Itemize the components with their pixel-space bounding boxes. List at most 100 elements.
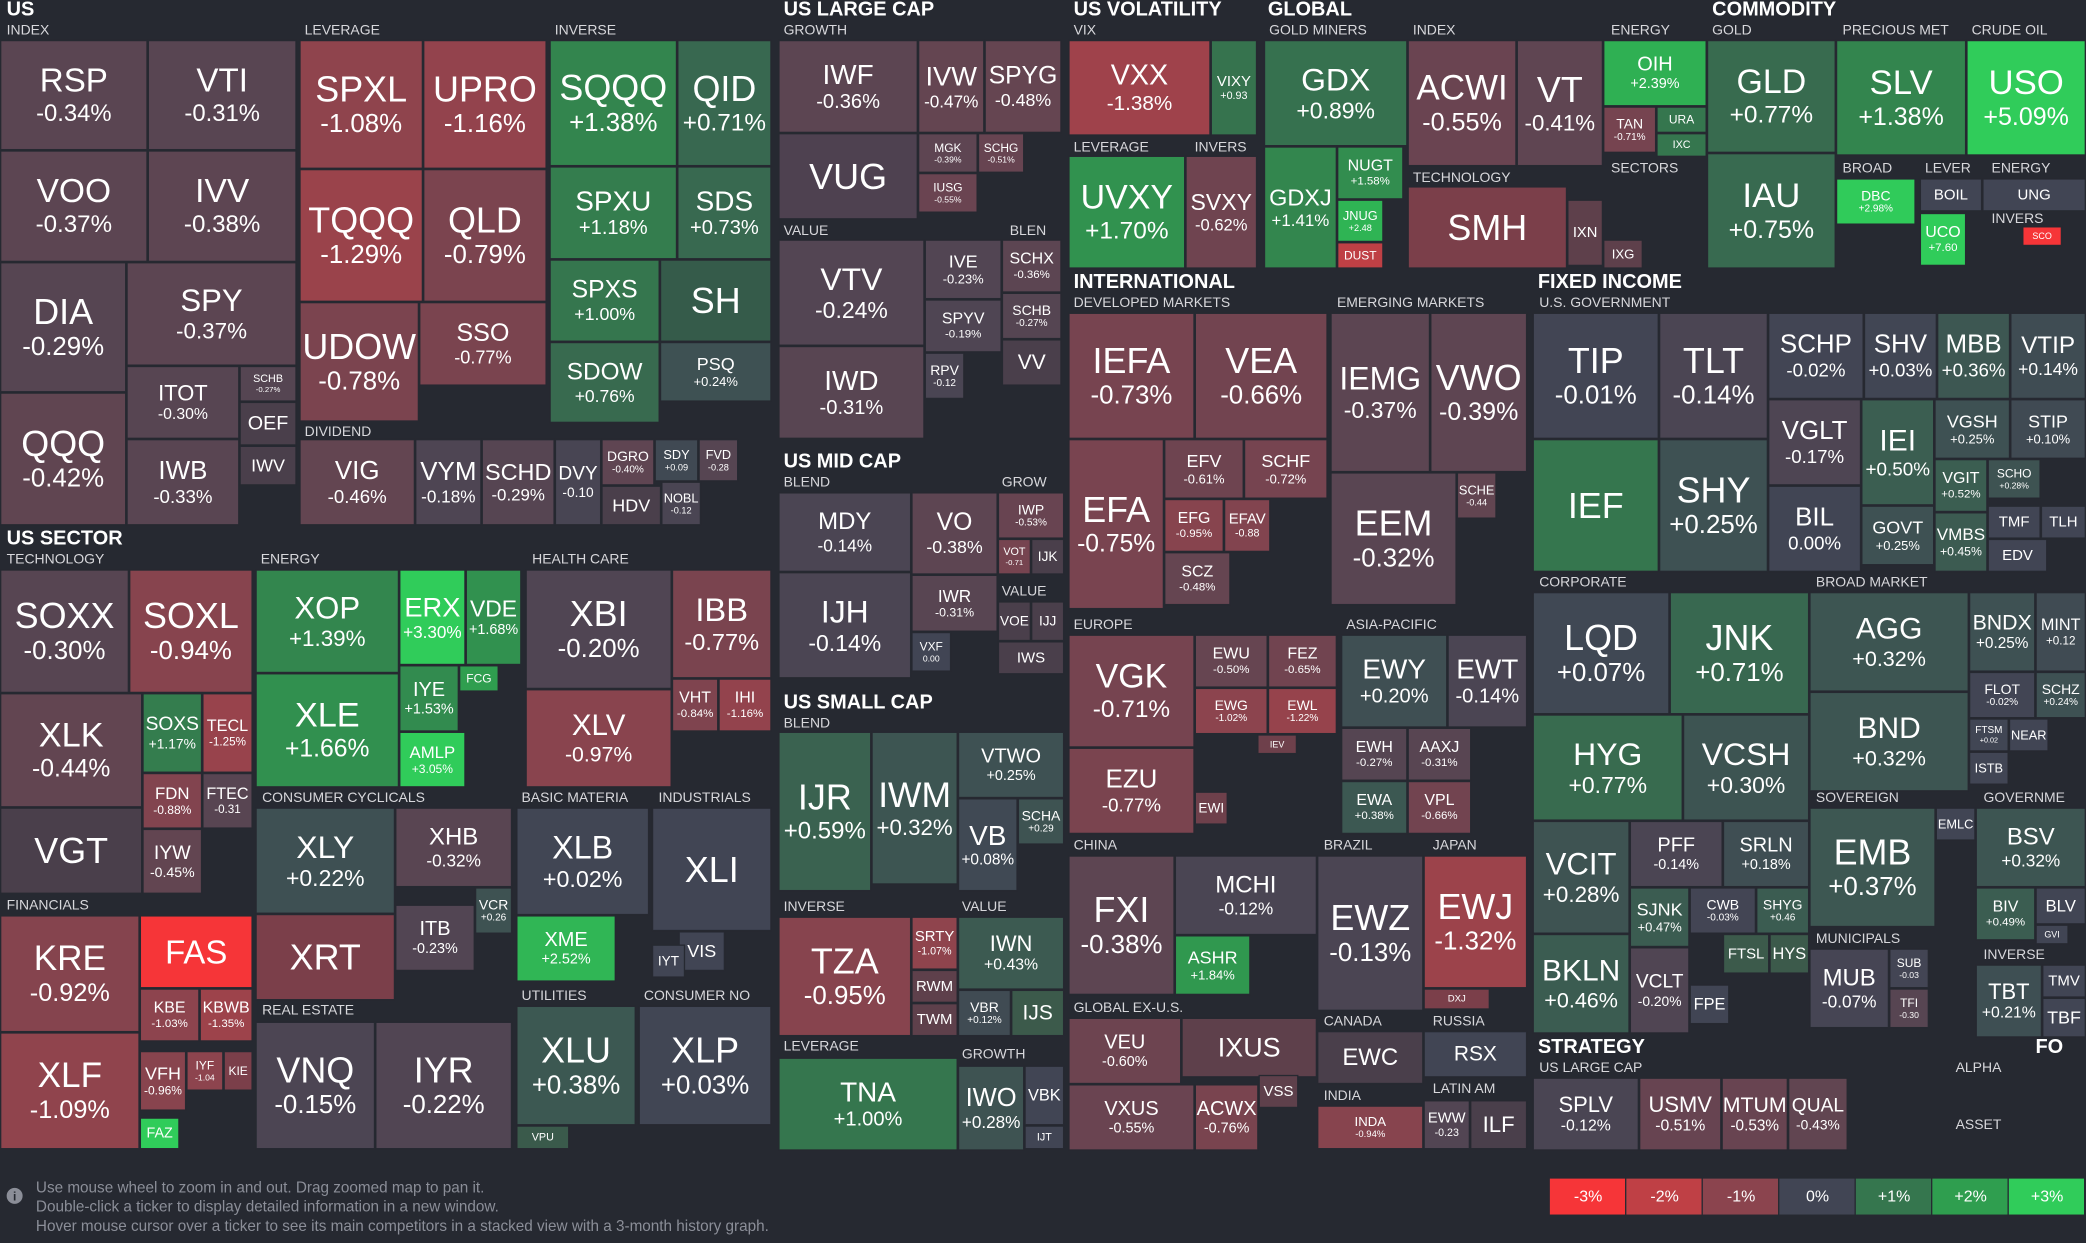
ticker-tile[interactable] [997,492,1065,539]
ticker-tile[interactable] [395,807,513,888]
ticker-tile[interactable] [399,731,466,788]
ticker-tile[interactable] [549,341,660,424]
ticker-tile[interactable] [1068,1084,1195,1151]
ticker-tile[interactable] [671,569,772,679]
ticker-tile[interactable] [1567,199,1604,267]
ticker-tile[interactable] [1768,485,1862,573]
ticker-tile[interactable] [871,731,958,885]
ticker-tile[interactable] [957,1065,1025,1151]
ticker-tile[interactable] [1721,1077,1788,1151]
ticker-tile[interactable] [1340,634,1448,728]
ticker-tile[interactable] [1968,591,2036,672]
ticker-tile[interactable] [1031,601,1065,642]
ticker-tile[interactable] [1024,1065,1065,1126]
ticker-tile[interactable] [1658,438,1769,573]
ticker-tile[interactable] [1223,498,1271,553]
ticker-tile[interactable] [1639,1077,1722,1151]
ticker-tile[interactable] [0,693,143,808]
ticker-tile[interactable] [1317,855,1424,1012]
ticker-tile[interactable] [1656,106,1707,134]
ticker-tile[interactable] [399,665,459,732]
ticker-tile[interactable] [917,172,978,213]
ticker-tile[interactable] [1423,1030,1528,1078]
ticker-tile[interactable] [1861,399,1935,506]
ticker-tile[interactable] [661,481,702,526]
ticker-tile[interactable] [997,601,1032,642]
ticker-tile[interactable] [1267,687,1338,735]
ticker-tile[interactable] [2008,718,2049,752]
ticker-tile[interactable] [911,631,952,672]
ticker-tile[interactable] [1164,438,1244,499]
ticker-tile[interactable] [1194,791,1228,825]
ticker-tile[interactable] [255,1021,376,1150]
ticker-tile[interactable] [1337,146,1404,200]
ticker-tile[interactable] [1835,178,1916,225]
ticker-tile[interactable] [1968,751,2009,785]
ticker-tile[interactable] [0,392,127,526]
ticker-tile[interactable] [481,438,555,526]
ticker-tile[interactable] [1174,855,1318,936]
ticker-tile[interactable] [126,365,240,439]
ticker-tile[interactable] [1706,152,1836,269]
ticker-tile[interactable] [1337,242,1384,269]
ticker-tile[interactable] [1423,1100,1471,1150]
ticker-tile[interactable] [186,1050,224,1091]
ticker-tile[interactable] [458,665,499,692]
ticker-tile[interactable] [1423,855,1528,989]
ticker-tile[interactable] [957,916,1065,990]
ticker-tile[interactable] [1809,807,1936,928]
ticker-tile[interactable] [299,301,420,422]
ticker-tile[interactable] [917,133,978,173]
ticker-tile[interactable] [1210,39,1258,136]
ticker-tile[interactable] [1689,984,1730,1025]
ticker-tile[interactable] [202,772,253,829]
ticker-tile[interactable] [654,438,699,482]
ticker-tile[interactable] [0,807,143,894]
ticker-tile[interactable] [2022,226,2063,247]
ticker-tile[interactable] [1447,634,1528,728]
ticker-tile[interactable] [375,1021,513,1150]
ticker-tile[interactable] [1968,718,2009,752]
ticker-tile[interactable] [1068,39,1211,136]
ticker-tile[interactable] [911,574,998,632]
ticker-tile[interactable] [223,1050,253,1091]
ticker-tile[interactable] [1669,591,1810,715]
ticker-tile[interactable] [1243,438,1328,499]
ticker-tile[interactable] [2035,887,2086,925]
ticker-tile[interactable] [778,239,925,346]
ticker-tile[interactable] [1809,691,1969,792]
ticker-tile[interactable] [601,485,662,526]
ticker-tile[interactable] [1987,538,2048,573]
ticker-tile[interactable] [2042,964,2086,998]
ticker-tile[interactable] [1017,798,1065,845]
ticker-tile[interactable] [778,572,912,679]
ticker-tile[interactable] [1768,399,1862,486]
ticker-tile[interactable] [1532,312,1659,439]
ticker-tile[interactable] [1407,727,1472,781]
ticker-tile[interactable] [778,39,918,134]
ticker-tile[interactable] [2010,312,2086,400]
ticker-tile[interactable] [778,133,918,220]
ticker-tile[interactable] [1756,887,1810,934]
ticker-tile[interactable] [678,931,726,972]
ticker-tile[interactable] [423,39,547,169]
ticker-tile[interactable] [299,168,424,302]
ticker-tile[interactable] [1975,887,2036,941]
ticker-tile[interactable] [1722,820,1810,888]
ticker-tile[interactable] [423,168,547,302]
ticker-tile[interactable] [659,341,772,402]
ticker-tile[interactable] [924,299,1002,353]
ticker-tile[interactable] [199,988,253,1042]
ticker-tile[interactable] [1031,538,1065,575]
ticker-tile[interactable] [554,438,602,526]
ticker-tile[interactable] [299,438,416,526]
ticker-tile[interactable] [239,401,297,446]
ticker-tile[interactable] [142,772,203,829]
ticker-tile[interactable] [1407,186,1568,269]
ticker-tile[interactable] [516,1125,570,1150]
ticker-tile[interactable] [239,365,297,402]
ticker-tile[interactable] [1603,106,1657,153]
ticker-tile[interactable] [1068,438,1165,610]
ticker-tile[interactable] [957,989,1012,1037]
ticker-tile[interactable] [129,569,253,694]
